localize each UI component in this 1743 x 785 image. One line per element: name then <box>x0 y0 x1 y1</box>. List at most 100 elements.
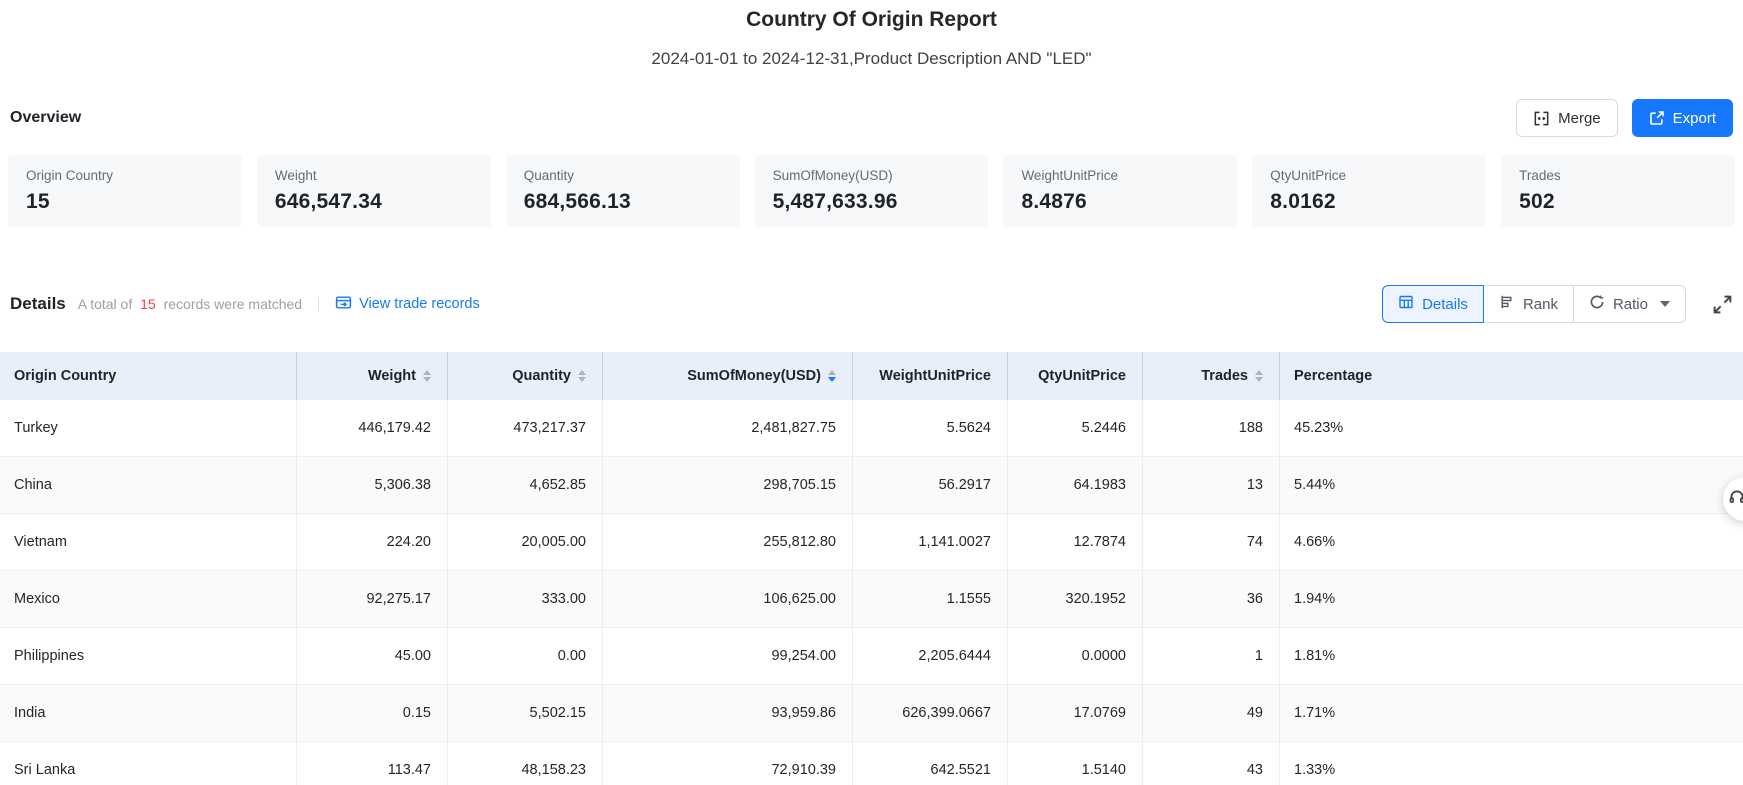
stat-value: 15 <box>26 190 224 214</box>
merge-button-label: Merge <box>1558 110 1601 127</box>
cell-qty-unit-price: 12.7874 <box>1008 514 1143 570</box>
cell-percentage: 45.23% <box>1280 400 1743 456</box>
export-button[interactable]: Export <box>1632 99 1733 137</box>
view-mode-switcher: Details Rank <box>1382 285 1686 323</box>
tab-ratio-label: Ratio <box>1613 296 1648 313</box>
details-toolbar-right: Details Rank <box>1382 285 1733 323</box>
stat-card-weight: Weight 646,547.34 <box>257 155 491 227</box>
tab-ratio[interactable]: Ratio <box>1573 285 1686 323</box>
column-header-label: Quantity <box>512 368 571 384</box>
stat-card-trades: Trades 502 <box>1501 155 1735 227</box>
trade-records-icon <box>335 294 352 315</box>
rank-bars-icon <box>1499 294 1515 314</box>
details-table: Origin Country Weight Quantity SumOfMone… <box>0 352 1743 785</box>
export-button-label: Export <box>1673 110 1716 127</box>
chevron-down-icon <box>1660 301 1670 307</box>
match-count: 15 <box>140 296 156 312</box>
cell-weight-unit-price: 1,141.0027 <box>853 514 1008 570</box>
tab-details-label: Details <box>1422 296 1468 313</box>
column-header-label: WeightUnitPrice <box>879 368 991 384</box>
column-header-qty-unit-price: QtyUnitPrice <box>1008 352 1143 400</box>
cell-quantity: 0.00 <box>448 628 603 684</box>
table-row-vietnam: Vietnam 224.20 20,005.00 255,812.80 1,14… <box>0 514 1743 571</box>
country-of-origin-report-page: Country Of Origin Report 2024-01-01 to 2… <box>0 0 1743 785</box>
stat-label: WeightUnitPrice <box>1021 168 1219 183</box>
tab-rank[interactable]: Rank <box>1483 285 1574 323</box>
table-row-mexico: Mexico 92,275.17 333.00 106,625.00 1.155… <box>0 571 1743 628</box>
match-summary: A total of 15 records were matched <box>78 296 302 312</box>
column-header-label: Percentage <box>1294 368 1372 384</box>
page-title: Country Of Origin Report <box>0 8 1743 32</box>
sort-icon[interactable] <box>1255 370 1263 382</box>
cell-sum-of-money: 298,705.15 <box>603 457 853 513</box>
table-row-china: China 5,306.38 4,652.85 298,705.15 56.29… <box>0 457 1743 514</box>
details-toolbar-left: Details A total of 15 records were match… <box>10 294 480 315</box>
stat-label: Trades <box>1519 168 1717 183</box>
view-trade-records-label: View trade records <box>359 296 480 312</box>
cell-weight-unit-price: 2,205.6444 <box>853 628 1008 684</box>
cell-weight-unit-price: 642.5521 <box>853 742 1008 785</box>
cell-origin-country: Philippines <box>0 628 297 684</box>
cell-percentage: 1.71% <box>1280 685 1743 741</box>
column-header-label: Origin Country <box>14 368 116 384</box>
cell-trades: 188 <box>1143 400 1280 456</box>
cell-sum-of-money: 72,910.39 <box>603 742 853 785</box>
merge-icon <box>1533 110 1550 127</box>
table-header-row: Origin Country Weight Quantity SumOfMone… <box>0 352 1743 400</box>
headset-icon <box>1728 488 1743 511</box>
column-header-label: QtyUnitPrice <box>1038 368 1126 384</box>
table-row-turkey: Turkey 446,179.42 473,217.37 2,481,827.7… <box>0 400 1743 457</box>
tab-rank-label: Rank <box>1523 296 1558 313</box>
stat-label: SumOfMoney(USD) <box>773 168 971 183</box>
cell-origin-country: Vietnam <box>0 514 297 570</box>
cell-origin-country: Sri Lanka <box>0 742 297 785</box>
cell-origin-country: China <box>0 457 297 513</box>
stat-value: 502 <box>1519 190 1717 214</box>
cell-sum-of-money: 106,625.00 <box>603 571 853 627</box>
stat-label: Weight <box>275 168 473 183</box>
stat-label: Origin Country <box>26 168 224 183</box>
fullscreen-expand-icon[interactable] <box>1712 294 1733 315</box>
view-trade-records-link[interactable]: View trade records <box>335 294 480 315</box>
column-header-sum-of-money[interactable]: SumOfMoney(USD) <box>603 352 853 400</box>
column-header-label: SumOfMoney(USD) <box>687 368 821 384</box>
merge-button[interactable]: Merge <box>1516 99 1618 137</box>
cell-qty-unit-price: 17.0769 <box>1008 685 1143 741</box>
cell-trades: 13 <box>1143 457 1280 513</box>
cell-quantity: 473,217.37 <box>448 400 603 456</box>
sort-icon-desc-active[interactable] <box>828 370 836 382</box>
cell-weight-unit-price: 5.5624 <box>853 400 1008 456</box>
column-header-trades[interactable]: Trades <box>1143 352 1280 400</box>
cell-weight-unit-price: 626,399.0667 <box>853 685 1008 741</box>
stat-value: 646,547.34 <box>275 190 473 214</box>
cell-weight: 45.00 <box>297 628 448 684</box>
stat-card-weight-unit-price: WeightUnitPrice 8.4876 <box>1003 155 1237 227</box>
cell-weight: 0.15 <box>297 685 448 741</box>
cell-trades: 74 <box>1143 514 1280 570</box>
table-row-philippines: Philippines 45.00 0.00 99,254.00 2,205.6… <box>0 628 1743 685</box>
table-row-sri-lanka: Sri Lanka 113.47 48,158.23 72,910.39 642… <box>0 742 1743 785</box>
stat-card-sum-of-money: SumOfMoney(USD) 5,487,633.96 <box>755 155 989 227</box>
match-suffix: records were matched <box>164 296 303 312</box>
stat-label: QtyUnitPrice <box>1270 168 1468 183</box>
overview-header-row: Overview Merge <box>0 99 1743 137</box>
cell-trades: 49 <box>1143 685 1280 741</box>
cell-qty-unit-price: 320.1952 <box>1008 571 1143 627</box>
stat-label: Quantity <box>524 168 722 183</box>
column-header-quantity[interactable]: Quantity <box>448 352 603 400</box>
cell-trades: 36 <box>1143 571 1280 627</box>
sort-icon[interactable] <box>578 370 586 382</box>
overview-section-label: Overview <box>10 109 81 127</box>
export-icon <box>1649 110 1665 126</box>
column-header-weight-unit-price: WeightUnitPrice <box>853 352 1008 400</box>
sort-icon[interactable] <box>423 370 431 382</box>
cell-quantity: 48,158.23 <box>448 742 603 785</box>
column-header-label: Trades <box>1201 368 1248 384</box>
column-header-weight[interactable]: Weight <box>297 352 448 400</box>
stat-value: 5,487,633.96 <box>773 190 971 214</box>
tab-details[interactable]: Details <box>1382 285 1484 323</box>
cell-qty-unit-price: 1.5140 <box>1008 742 1143 785</box>
cell-percentage: 4.66% <box>1280 514 1743 570</box>
stat-value: 684,566.13 <box>524 190 722 214</box>
stat-value: 8.4876 <box>1021 190 1219 214</box>
